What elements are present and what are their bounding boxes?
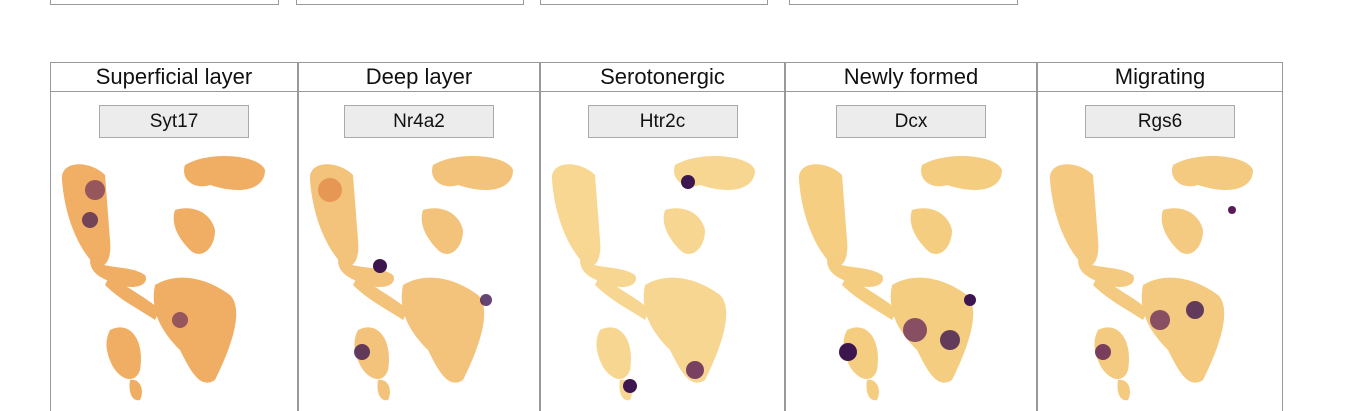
panel-title: Migrating [1037,62,1283,92]
prev-box [540,0,768,5]
prev-box [789,0,1018,5]
prev-box [50,0,279,5]
panel-title: Superficial layer [50,62,298,92]
panel-frame [298,92,540,411]
umap [61,155,266,401]
gene-label: Nr4a2 [344,105,494,138]
gene-label: Dcx [836,105,986,138]
umap [1049,155,1253,401]
panel-title: Serotonergic [540,62,785,92]
gene-label: Htr2c [587,105,738,138]
panel-title: Deep layer [298,62,540,92]
umap [309,155,513,401]
gene-label: Rgs6 [1085,105,1235,138]
panel-title: Newly formed [785,62,1037,92]
umap [798,155,1002,401]
umap [551,155,755,401]
panel-frame [785,92,1037,411]
gene-label: Syt17 [99,105,249,138]
panel-frame [1037,92,1283,411]
prev-box [296,0,524,5]
panel-frame [50,92,298,411]
panel-frame [540,92,785,411]
